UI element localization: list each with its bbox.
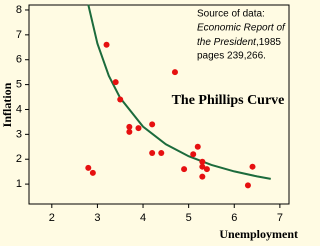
x-tick-label: 7 (277, 212, 283, 224)
y-tick-label: 7 (16, 29, 22, 41)
plot-frame (28, 4, 290, 205)
data-point (85, 164, 92, 171)
data-point (199, 163, 206, 170)
y-tick-label: 1 (16, 178, 22, 190)
data-point (244, 182, 251, 189)
source-note: the President,1985 (197, 37, 281, 48)
x-axis-label: Unemployment (219, 227, 298, 241)
x-tick-label: 2 (49, 212, 55, 224)
y-tick-label: 4 (16, 103, 22, 115)
data-point (158, 150, 165, 157)
data-point (112, 79, 119, 86)
data-point (199, 158, 206, 165)
chart: Inflation Unemployment The Phillips Curv… (0, 4, 298, 241)
y-tick-label: 8 (16, 4, 22, 16)
x-tick-label: 6 (231, 212, 237, 224)
x-tick-label: 4 (140, 212, 146, 224)
data-point (135, 125, 142, 132)
y-axis-label: Inflation (0, 82, 14, 127)
data-point (126, 123, 133, 130)
data-point (103, 41, 110, 48)
data-point (203, 166, 210, 173)
y-tick-label: 5 (16, 79, 22, 91)
y-tick-label: 6 (16, 54, 22, 66)
source-note: Economic Report of (197, 23, 286, 34)
data-point (171, 69, 178, 76)
source-note: Source of data: (197, 9, 265, 20)
x-tick-label: 3 (94, 212, 100, 224)
data-point (181, 166, 188, 173)
data-point (194, 143, 201, 150)
chart-title: The Phillips Curve (172, 93, 285, 108)
y-tick-label: 2 (16, 153, 22, 165)
data-point (149, 121, 156, 128)
data-point (190, 151, 197, 158)
fitted-curve (87, 4, 271, 180)
x-tick-label: 5 (186, 212, 192, 224)
data-point (149, 150, 156, 157)
source-note: pages 239,266. (197, 51, 266, 62)
data-point (199, 173, 206, 180)
y-tick-label: 3 (16, 128, 22, 140)
data-point (117, 96, 124, 103)
source-note: ,1985 (256, 37, 281, 48)
data-point (249, 163, 256, 170)
data-point (126, 128, 133, 135)
data-point (89, 169, 96, 176)
source-note: the President (197, 37, 257, 48)
